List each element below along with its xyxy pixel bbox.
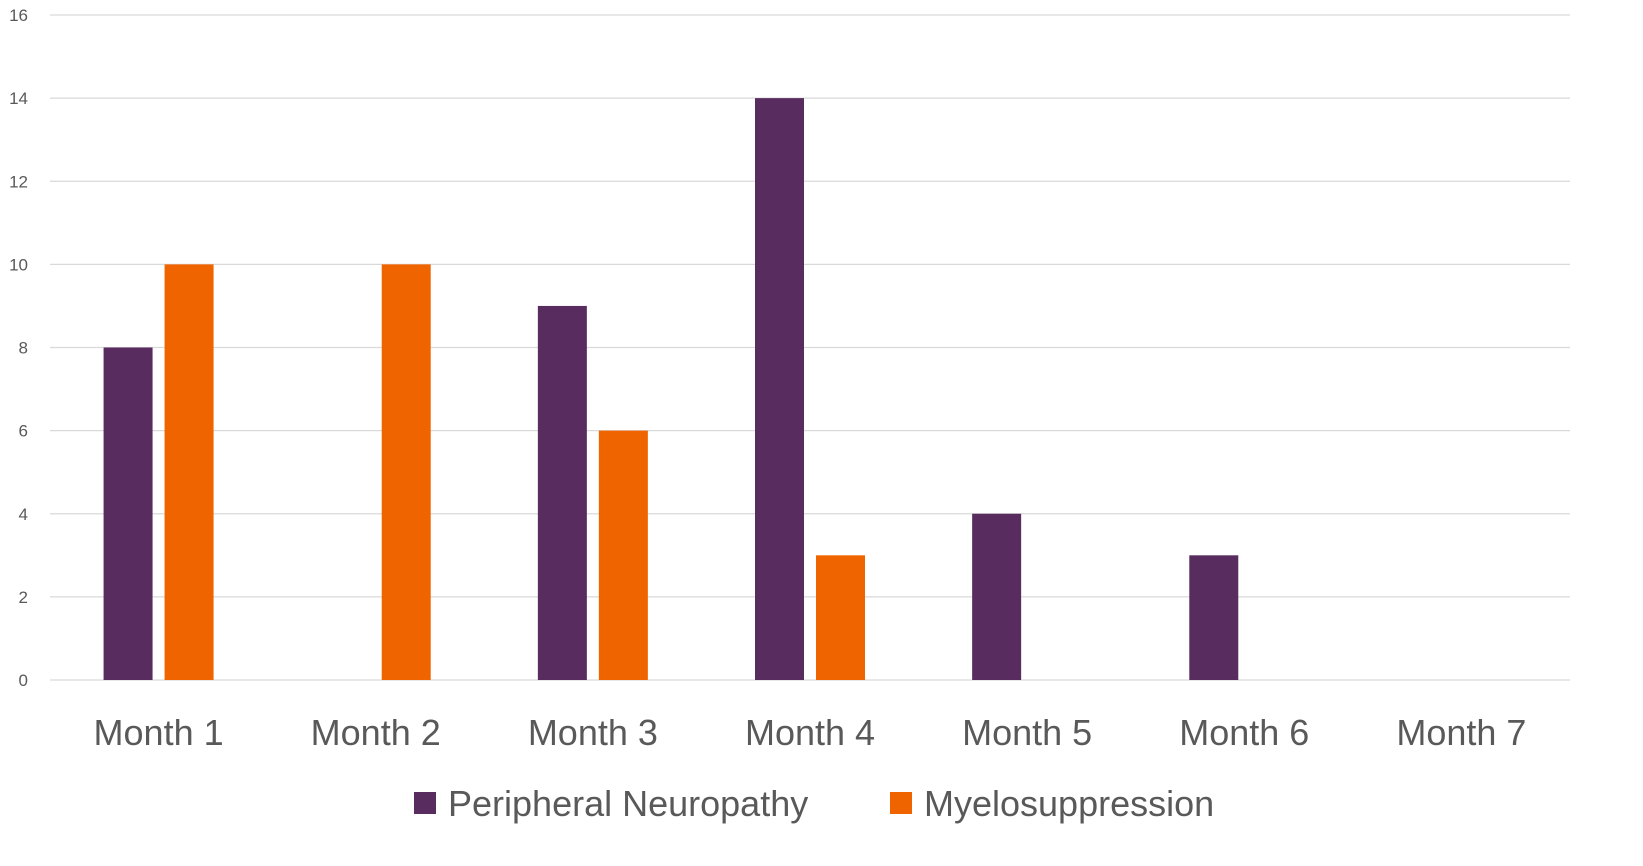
legend-swatch	[890, 792, 912, 814]
y-axis-ticks: 0 2 4 6 8 10 12 14 16	[9, 6, 28, 690]
bar-myelosuppression-month-2	[381, 264, 431, 680]
legend-swatch	[414, 792, 436, 814]
bars	[103, 98, 1239, 680]
bar-peripheral-neuropathy-month-4	[755, 98, 804, 680]
y-tick-label: 10	[9, 255, 28, 274]
y-tick-label: 2	[19, 588, 28, 607]
y-tick-label: 12	[9, 172, 28, 191]
legend-label: Myelosuppression	[924, 783, 1214, 824]
y-tick-label: 4	[19, 505, 28, 524]
bar-peripheral-neuropathy-month-3	[537, 305, 587, 680]
bar-myelosuppression-month-1	[164, 264, 214, 680]
x-category-label: Month 6	[1179, 712, 1309, 753]
gridlines	[50, 14, 1570, 681]
legend: Peripheral Neuropathy Myelosuppression	[414, 783, 1214, 824]
y-tick-label: 6	[19, 422, 28, 441]
y-tick-label: 14	[9, 89, 28, 108]
bar-myelosuppression-month-3	[598, 430, 648, 680]
bar-myelosuppression-month-4	[816, 555, 865, 680]
x-category-label: Month 3	[528, 712, 658, 753]
bar-peripheral-neuropathy-month-1	[103, 347, 153, 680]
x-category-label: Month 1	[94, 712, 224, 753]
x-category-label: Month 2	[311, 712, 441, 753]
x-category-label: Month 4	[745, 712, 875, 753]
x-axis-categories: Month 1 Month 2 Month 3 Month 4 Month 5 Month…	[94, 712, 1527, 753]
bar-peripheral-neuropathy-month-6	[1189, 555, 1239, 680]
x-category-label: Month 5	[962, 712, 1092, 753]
y-tick-label: 8	[19, 339, 28, 358]
x-category-label: Month 7	[1396, 712, 1526, 753]
bar-peripheral-neuropathy-month-5	[972, 513, 1022, 680]
y-tick-label: 0	[19, 671, 28, 690]
legend-label: Peripheral Neuropathy	[448, 783, 808, 824]
y-tick-label: 16	[9, 6, 28, 25]
